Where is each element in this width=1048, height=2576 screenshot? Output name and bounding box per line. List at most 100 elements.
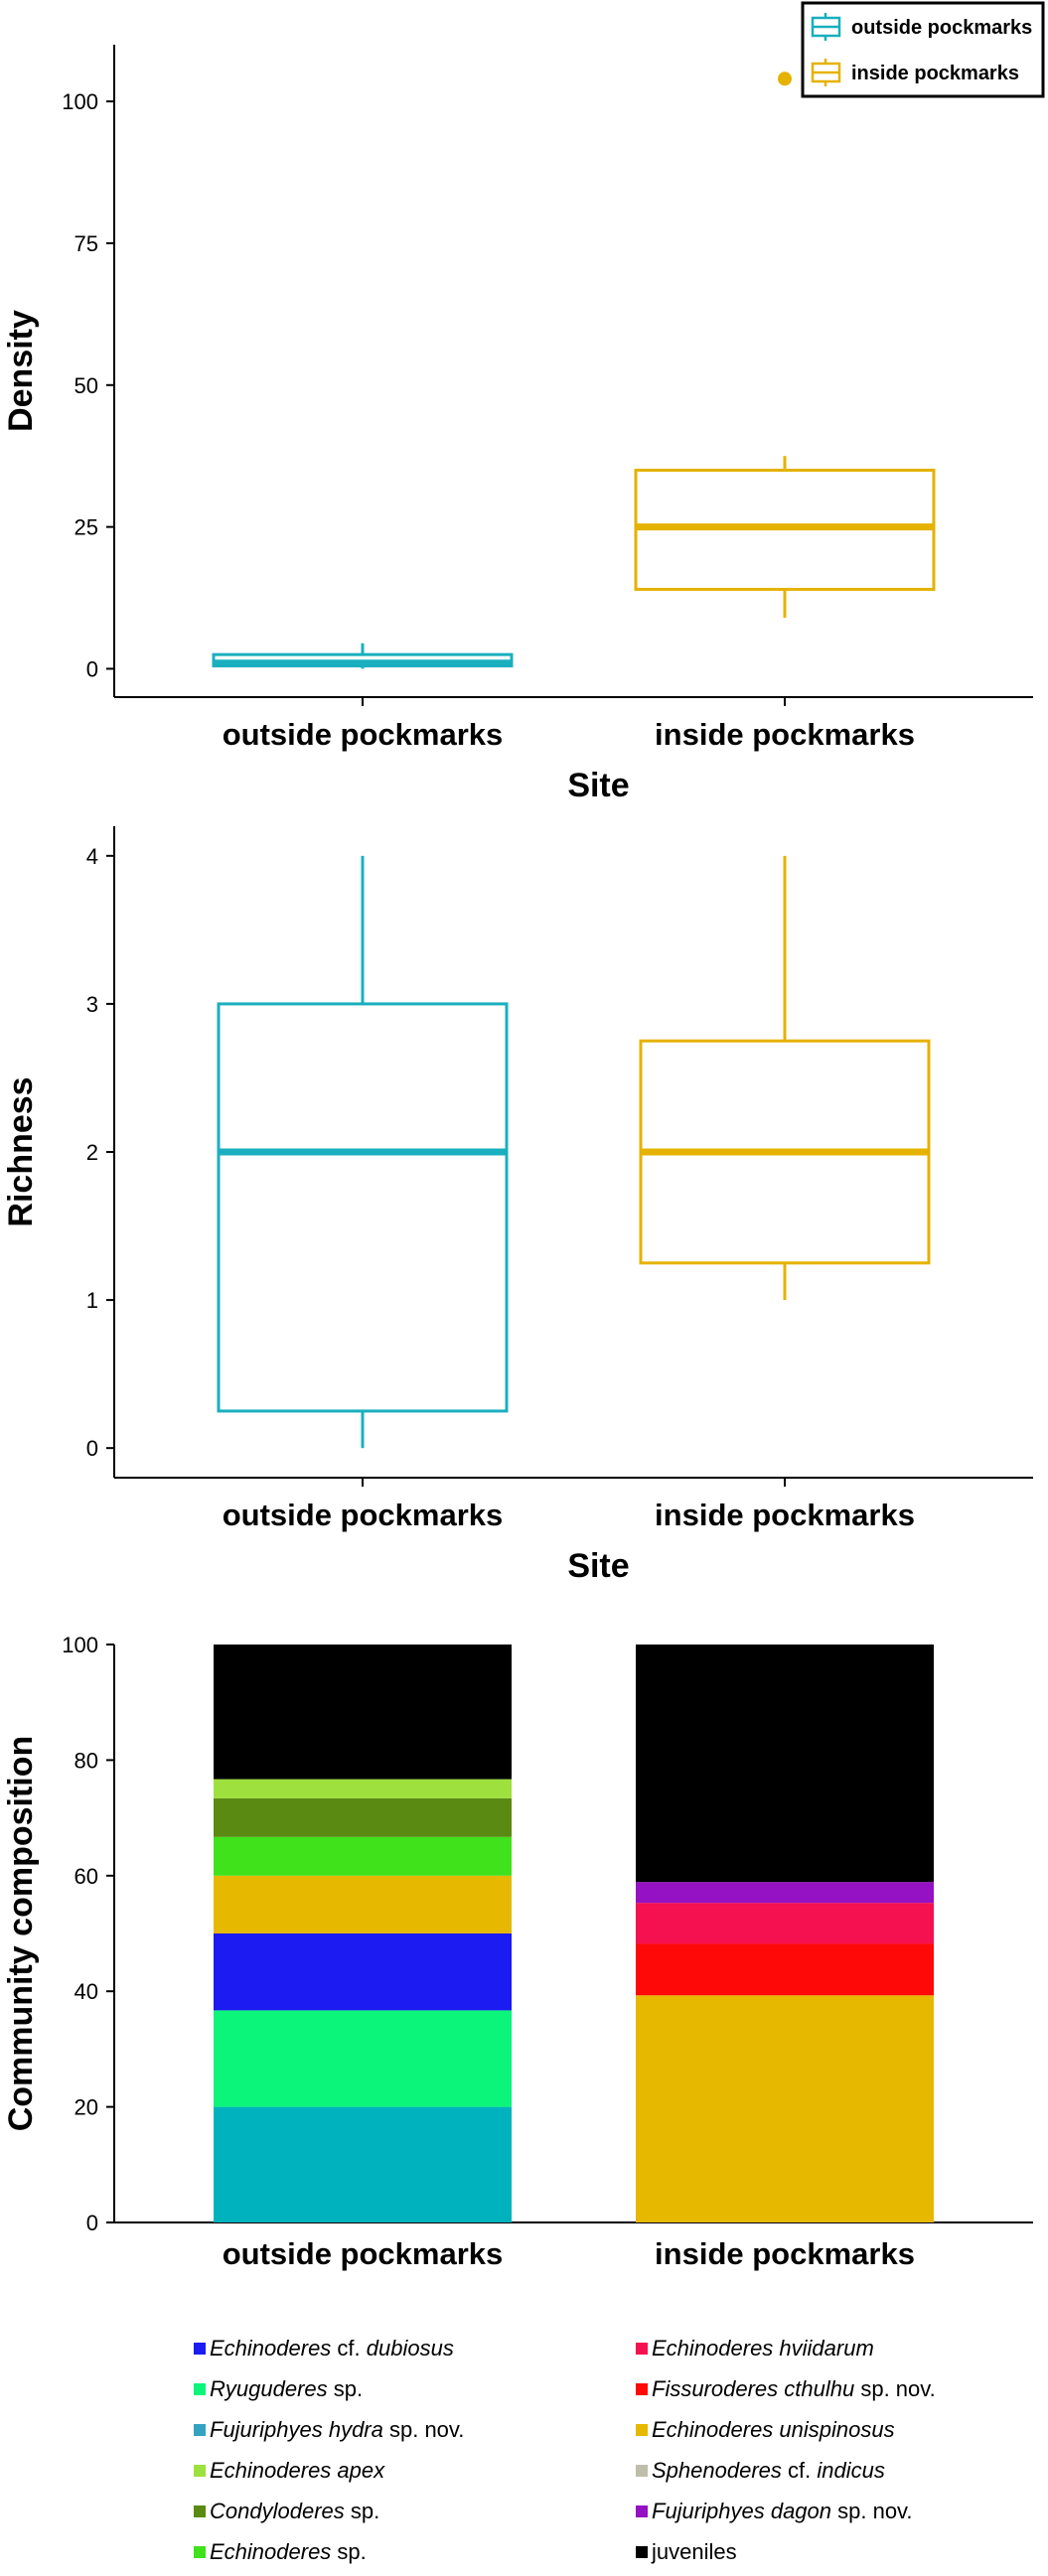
box-outside-pockmarks	[212, 643, 514, 669]
y-tick-label-3: 3	[86, 992, 98, 1017]
bar-segment-echinoderes-unispinosus	[214, 1875, 512, 1933]
y-tick-label-2: 2	[86, 1140, 98, 1165]
legend-label-part: cf.	[782, 2458, 817, 2483]
y-tick-label-0: 0	[86, 656, 98, 681]
legend-label-part: sp. nov.	[831, 2499, 913, 2523]
x-tick-label-inside-pockmarks: inside pockmarks	[655, 717, 915, 752]
legend-label-part: Echinoderes unispinosus	[652, 2417, 895, 2442]
legend-entry-fujuriphyes-dagon-sp-nov: Fujuriphyes dagon sp. nov.	[636, 2499, 913, 2523]
legend-label-part: Echinoderes hviidarum	[652, 2336, 874, 2361]
legend: outside pockmarks inside pockmarks	[801, 1, 1045, 98]
box-inside-pockmarks	[639, 855, 931, 1301]
legend-entry-outside-pockmarks: outside pockmarks	[811, 13, 1032, 41]
y-axis-title: Community composition	[2, 1736, 40, 2132]
legend-label-part: sp. nov.	[383, 2417, 465, 2442]
legend-entry-sphenoderes-cf-indicus: Sphenoderes cf. indicus	[636, 2458, 885, 2483]
bar-outside-pockmarks	[214, 1645, 512, 2222]
y-tick-label-40: 40	[75, 1979, 98, 2004]
bar-segment-echinoderes-sp	[214, 1836, 512, 1876]
legend-label: Ryuguderes sp.	[210, 2376, 363, 2401]
x-tick-label-outside-pockmarks: outside pockmarks	[223, 717, 504, 752]
legend-label: Echinoderes apex	[210, 2458, 385, 2483]
legend-label-part: Fissuroderes cthulhu	[652, 2376, 854, 2401]
legend-label-part: Ryuguderes	[210, 2376, 328, 2401]
legend-swatch	[194, 2546, 206, 2558]
legend-label-part: sp.	[345, 2499, 379, 2523]
legend-swatch	[636, 2424, 648, 2436]
x-tick-label-inside-pockmarks: inside pockmarks	[655, 1498, 915, 1532]
legend-entry-inside-pockmarks: inside pockmarks	[811, 59, 1019, 86]
y-tick-label-75: 75	[75, 231, 98, 256]
box-plot-1: 0 25 50 75 100 outside pockmarks inside pockma…	[2, 1, 1045, 804]
x-tick-label-inside-pockmarks: inside pockmarks	[655, 2236, 915, 2271]
legend-entry-echinoderes-unispinosus: Echinoderes unispinosus	[636, 2417, 895, 2442]
box-outside-pockmarks	[217, 855, 509, 1449]
x-tick-label-outside-pockmarks: outside pockmarks	[223, 1498, 504, 1532]
legend-label-part: Echinoderes	[210, 2539, 331, 2564]
legend-swatch	[636, 2546, 648, 2558]
legend-label-part: Fujuriphyes dagon	[652, 2499, 831, 2523]
legend-swatch	[194, 2343, 206, 2355]
bar-segment-condyloderes-sp	[214, 1797, 512, 1837]
bar-segment-echinoderes-cf-dubiosus	[214, 1933, 512, 2011]
legend-swatch	[636, 2465, 648, 2477]
legend-entry-fissuroderes-cthulhu-sp-nov: Fissuroderes cthulhu sp. nov.	[636, 2376, 936, 2401]
legend-entry-echinoderes-apex: Echinoderes apex	[194, 2458, 385, 2483]
x-axis-title: Site	[567, 1547, 629, 1585]
legend-entry-condyloderes-sp: Condyloderes sp.	[194, 2499, 379, 2523]
box-inside-pockmarks	[634, 456, 936, 619]
bar-segment-fujuriphyes-hydra-sp-nov	[214, 2106, 512, 2222]
legend-label: juveniles	[651, 2539, 737, 2564]
y-tick-label-1: 1	[86, 1288, 98, 1313]
legend-label-part: Echinoderes	[210, 2336, 331, 2361]
y-tick-label-100: 100	[62, 89, 98, 114]
legend-label: Echinoderes cf. dubiosus	[210, 2336, 454, 2361]
legend-label: Echinoderes hviidarum	[652, 2336, 874, 2361]
legend-swatch	[194, 2505, 206, 2517]
legend-label: Condyloderes sp.	[210, 2499, 379, 2523]
legend-label-part: dubiosus	[367, 2336, 454, 2361]
legend-label-part: sp. nov.	[854, 2376, 936, 2401]
legend-swatch	[194, 2465, 206, 2477]
bar-segment-echinoderes-unispinosus	[636, 1995, 934, 2222]
y-tick-label-80: 80	[75, 1748, 98, 1773]
y-tick-label-60: 60	[75, 1864, 98, 1889]
legend-frame	[801, 1, 1045, 98]
y-axis-title: Density	[2, 310, 40, 432]
outlier-point	[778, 72, 792, 86]
legend-entry-echinoderes-sp: Echinoderes sp.	[194, 2539, 367, 2564]
bar-segment-ryuguderes-sp	[214, 2010, 512, 2107]
legend-label: Echinoderes unispinosus	[652, 2417, 895, 2442]
legend-label-part: juveniles	[651, 2539, 737, 2564]
legend-label-part: Condyloderes	[210, 2499, 345, 2523]
legend-swatch	[194, 2383, 206, 2395]
legend-label-part: sp.	[328, 2376, 363, 2401]
legend-label: Fissuroderes cthulhu sp. nov.	[652, 2376, 936, 2401]
legend-label-part: Echinoderes apex	[210, 2458, 385, 2483]
y-axis-title: Richness	[2, 1076, 40, 1226]
legend-swatch	[636, 2343, 648, 2355]
legend-label: Sphenoderes cf. indicus	[652, 2458, 885, 2483]
legend-label: Fujuriphyes dagon sp. nov.	[652, 2499, 913, 2523]
legend-label: Echinoderes sp.	[210, 2539, 367, 2564]
bar-segment-echinoderes-apex	[214, 1779, 512, 1798]
legend-entry-ryuguderes-sp: Ryuguderes sp.	[194, 2376, 363, 2401]
legend-label-part: sp.	[331, 2539, 366, 2564]
legend-entry-echinoderes-hviidarum: Echinoderes hviidarum	[636, 2336, 874, 2361]
legend-label-part: Fujuriphyes hydra	[210, 2417, 383, 2442]
legend-label: outside pockmarks	[851, 17, 1032, 39]
legend-entry-echinoderes-cf-dubiosus: Echinoderes cf. dubiosus	[194, 2336, 454, 2361]
y-tick-label-25: 25	[75, 515, 98, 540]
box-plot-2: 0 1 2 3 4 outside pockmarks inside pockmarks Si…	[2, 826, 1033, 1585]
legend-swatch	[194, 2424, 206, 2436]
legend-swatch	[636, 2505, 648, 2517]
y-tick-label-0: 0	[86, 1436, 98, 1461]
interquartile-box	[217, 1002, 509, 1413]
x-axis-title: Site	[567, 767, 629, 804]
legend-label-part: indicus	[817, 2458, 884, 2483]
bar-inside-pockmarks	[636, 1645, 934, 2222]
y-tick-label-0: 0	[86, 2211, 98, 2235]
y-tick-label-100: 100	[62, 1633, 98, 1657]
